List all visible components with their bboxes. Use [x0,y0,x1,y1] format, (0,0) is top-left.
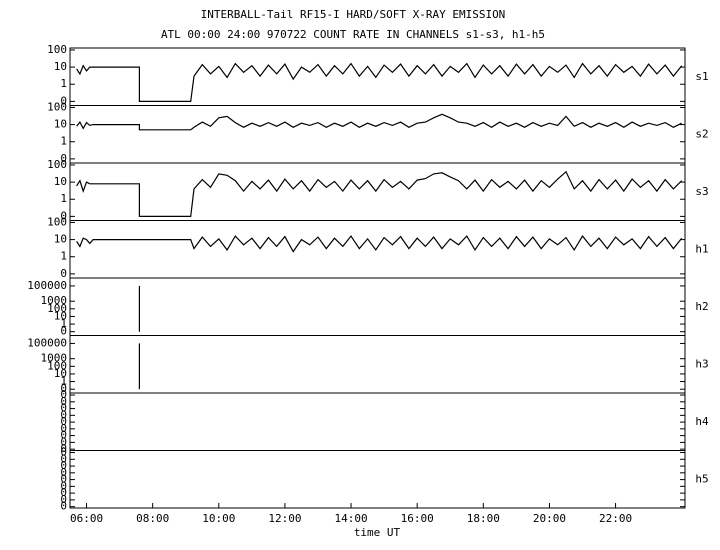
y-tick-label: 1 [60,77,67,90]
y-tick-label: 0 [60,479,67,492]
x-tick-label: 14:00 [334,512,367,525]
panel-label: h4 [695,415,709,428]
x-tick-label: 10:00 [202,512,235,525]
y-tick-label: 100 [47,215,67,228]
data-line [76,113,682,131]
chart-title: INTERBALL-Tail RF15-I HARD/SOFT X-RAY EM… [201,8,506,21]
y-tick-label: 100 [47,158,67,171]
y-tick-label: 0 [60,402,67,415]
panel-label: h2 [695,300,708,313]
y-tick-label: 0 [60,395,67,408]
y-tick-label: 100 [47,359,67,372]
y-tick-label: 100 [47,100,67,113]
y-tick-label: 0 [60,267,67,280]
x-tick-label: 22:00 [599,512,632,525]
y-tick-label: 0 [60,382,67,395]
y-tick-label: 100000 [27,336,67,349]
data-line [76,170,683,217]
y-tick-label: 10 [54,175,67,188]
y-tick-label: 10 [54,367,67,380]
y-tick-label: 0 [60,442,67,455]
y-tick-label: 0 [60,94,67,107]
y-tick-label: 100 [47,43,67,56]
y-tick-label: 1 [60,192,67,205]
y-tick-label: 100000 [27,279,67,292]
y-tick-label: 0 [60,429,67,442]
y-tick-label: 0 [60,209,67,222]
y-tick-label: 0 [60,486,67,499]
y-tick-label: 1000 [41,352,68,365]
y-tick-label: 10 [54,233,67,246]
panel-label: s2 [695,127,708,140]
y-tick-label: 0 [60,422,67,435]
y-tick-label: 10 [54,60,67,73]
x-tick-label: 16:00 [401,512,434,525]
panel-label: s1 [695,70,708,83]
y-tick-label: 1 [60,250,67,263]
y-tick-label: 0 [60,446,67,459]
y-tick-label: 0 [60,152,67,165]
y-tick-label: 0 [60,388,67,401]
y-tick-label: 100 [47,302,67,315]
x-tick-label: 20:00 [533,512,566,525]
panel-label: h5 [695,472,708,485]
data-line [76,235,683,253]
x-tick-label: 18:00 [467,512,500,525]
x-axis-label: time UT [354,526,401,539]
y-tick-label: 0 [60,493,67,506]
panel-label: h3 [695,357,708,370]
y-tick-label: 1000 [41,294,68,307]
y-tick-label: 0 [60,452,67,465]
y-tick-label: 0 [60,473,67,486]
y-tick-label: 0 [60,325,67,338]
y-tick-label: 0 [60,415,67,428]
y-tick-label: 1 [60,375,67,388]
chart-subtitle: ATL 00:00 24:00 970722 COUNT RATE IN CHA… [161,28,545,41]
y-tick-label: 1 [60,135,67,148]
panel-label: h1 [695,242,708,255]
panel-label: s3 [695,185,708,198]
y-tick-label: 10 [54,118,67,131]
y-tick-label: 0 [60,408,67,421]
y-tick-label: 0 [60,435,67,448]
y-tick-label: 0 [60,459,67,472]
y-tick-label: 0 [60,466,67,479]
y-tick-label: 0 [60,500,67,513]
y-tick-label: 10 [54,309,67,322]
data-line [76,62,683,103]
x-tick-label: 12:00 [268,512,301,525]
x-tick-label: 08:00 [136,512,169,525]
y-tick-label: 1 [60,317,67,330]
x-tick-label: 06:00 [70,512,103,525]
